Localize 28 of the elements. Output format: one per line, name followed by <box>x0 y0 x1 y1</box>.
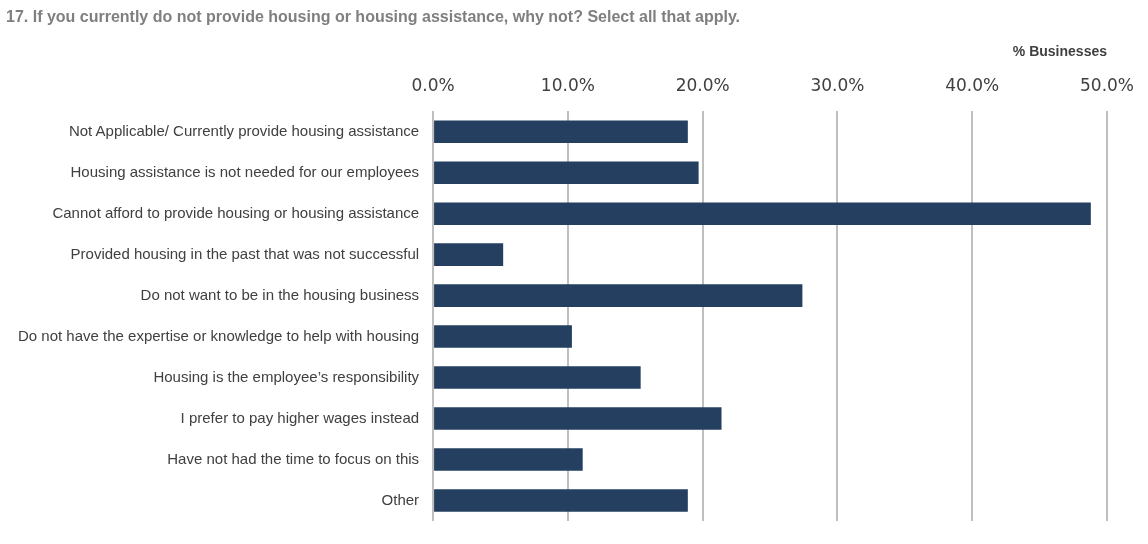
bar <box>434 202 1091 225</box>
bar <box>434 489 688 512</box>
y-tick-label: Have not had the time to focus on this <box>167 449 420 467</box>
y-tick-label: Not Applicable/ Currently provide housing assistance <box>68 121 420 139</box>
y-tick-label: I prefer to pay higher wages instead <box>180 408 420 426</box>
bar <box>434 161 699 184</box>
bar <box>434 325 572 348</box>
bar <box>434 366 641 389</box>
chart-title: 17. If you currently do not provide housing or housing assistance, why not? Select all that apply. <box>6 7 742 27</box>
y-tick-label: Do not want to be in the housing business <box>140 285 420 303</box>
bar <box>434 448 583 471</box>
bar <box>434 120 688 143</box>
bar <box>434 243 504 266</box>
x-axis-title: % Businesses <box>1012 43 1108 60</box>
x-tick-label: 30.0% <box>810 75 865 96</box>
y-tick-label: Provided housing in the past that was not successful <box>70 244 420 262</box>
y-tick-label: Other <box>381 490 420 508</box>
bar <box>434 407 722 430</box>
y-tick-label: Housing is the employee’s responsibility <box>153 367 420 385</box>
x-tick-label: 40.0% <box>945 75 1000 96</box>
y-tick-label: Do not have the expertise or knowledge to help with housing <box>18 326 420 344</box>
y-tick-label: Cannot afford to provide housing or housing assistance <box>52 203 420 221</box>
x-tick-label: 50.0% <box>1079 75 1135 96</box>
bar <box>434 284 803 307</box>
y-tick-label: Housing assistance is not needed for our employees <box>70 162 420 180</box>
x-tick-label: 20.0% <box>675 75 730 96</box>
x-tick-label: 10.0% <box>540 75 595 96</box>
x-tick-label: 0.0% <box>411 75 455 96</box>
